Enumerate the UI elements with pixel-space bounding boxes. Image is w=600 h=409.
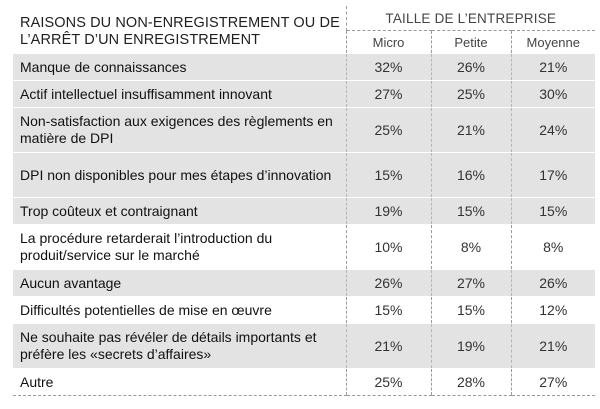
reason-column-header: RAISONS DU NON-ENREGISTREMENT OU DE L’AR…	[20, 14, 340, 48]
table-row: Aucun avantage 26% 27% 26%	[13, 269, 596, 297]
value-petite: 8%	[430, 224, 511, 270]
value-micro: 27%	[345, 80, 431, 108]
value-petite: 25%	[430, 80, 511, 108]
row-reason: La procédure retarderait l’introduction …	[13, 224, 346, 270]
table-row: Actif intellectuel insuffisamment innova…	[13, 80, 596, 108]
value-moyenne: 30%	[510, 80, 596, 108]
value-petite: 21%	[430, 107, 511, 153]
row-reason: Trop coûteux et contraignant	[13, 197, 346, 225]
value-petite: 27%	[430, 269, 511, 297]
value-moyenne: 17%	[510, 152, 596, 198]
value-micro: 32%	[345, 53, 431, 81]
value-moyenne: 27%	[510, 368, 596, 396]
value-petite: 16%	[430, 152, 511, 198]
row-reason: Autre	[13, 368, 346, 396]
column-header-petite: Petite	[430, 30, 511, 54]
row-reason: Manque de connaissances	[13, 53, 346, 81]
value-micro: 10%	[345, 224, 431, 270]
table-row: Manque de connaissances 32% 26% 21%	[13, 53, 596, 81]
row-reason: DPI non disponibles pour mes étapes d’in…	[13, 152, 346, 198]
value-moyenne: 15%	[510, 197, 596, 225]
value-petite: 15%	[430, 197, 511, 225]
value-micro: 15%	[345, 296, 431, 324]
value-micro: 26%	[345, 269, 431, 297]
value-micro: 19%	[345, 197, 431, 225]
value-micro: 21%	[345, 323, 431, 369]
value-petite: 19%	[430, 323, 511, 369]
reasons-table: RAISONS DU NON-ENREGISTREMENT OU DE L’AR…	[13, 6, 596, 396]
value-micro: 25%	[345, 368, 431, 396]
column-header-moyenne: Moyenne	[510, 30, 596, 54]
company-size-group-header: TAILLE DE L’ENTREPRISE	[345, 6, 596, 31]
value-petite: 26%	[430, 53, 511, 81]
table-row: La procédure retarderait l’introduction …	[13, 224, 596, 270]
table-row: Difficultés potentielles de mise en œuvr…	[13, 296, 596, 324]
value-moyenne: 8%	[510, 224, 596, 270]
table-row: Non-satisfaction aux exigences des règle…	[13, 107, 596, 153]
value-moyenne: 21%	[510, 53, 596, 81]
row-reason: Difficultés potentielles de mise en œuvr…	[13, 296, 346, 324]
value-petite: 28%	[430, 368, 511, 396]
value-moyenne: 21%	[510, 323, 596, 369]
table-row: Autre 25% 28% 27%	[13, 368, 596, 396]
row-reason: Ne souhaite pas révéler de détails impor…	[13, 323, 346, 369]
row-reason: Aucun avantage	[13, 269, 346, 297]
table-row: Ne souhaite pas révéler de détails impor…	[13, 323, 596, 369]
value-moyenne: 12%	[510, 296, 596, 324]
value-micro: 25%	[345, 107, 431, 153]
value-petite: 15%	[430, 296, 511, 324]
column-header-micro: Micro	[345, 30, 431, 54]
value-moyenne: 26%	[510, 269, 596, 297]
table-row: Trop coûteux et contraignant 19% 15% 15%	[13, 197, 596, 225]
value-micro: 15%	[345, 152, 431, 198]
row-reason: Actif intellectuel insuffisamment innova…	[13, 80, 346, 108]
value-moyenne: 24%	[510, 107, 596, 153]
row-reason: Non-satisfaction aux exigences des règle…	[13, 107, 346, 153]
table-row: DPI non disponibles pour mes étapes d’in…	[13, 152, 596, 198]
